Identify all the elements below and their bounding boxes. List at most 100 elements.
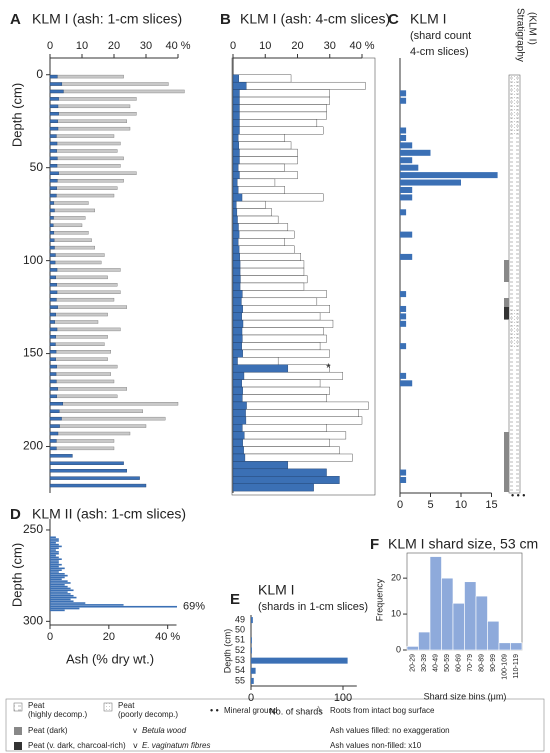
bar	[49, 283, 57, 287]
svg-text:• •: • •	[210, 705, 219, 715]
bar	[232, 186, 285, 194]
bar	[400, 97, 407, 104]
chart-title: (shard count	[410, 30, 471, 42]
bar	[232, 327, 243, 336]
bar	[232, 461, 289, 470]
bar	[49, 126, 131, 131]
bar	[49, 320, 55, 324]
bar	[49, 201, 89, 205]
y-axis-label: Depth (cm)	[222, 629, 232, 674]
bar	[510, 642, 523, 651]
bar	[49, 372, 111, 376]
bar	[49, 245, 55, 250]
bar	[49, 245, 95, 250]
bar	[400, 134, 407, 141]
bar	[49, 171, 59, 175]
bar	[49, 141, 121, 146]
bar	[49, 178, 58, 183]
bar	[232, 394, 327, 403]
bar	[49, 104, 131, 109]
bar	[418, 631, 431, 651]
bar	[232, 386, 243, 395]
y-tick-label: 0	[396, 644, 401, 654]
bar	[50, 549, 56, 551]
bar	[232, 260, 305, 269]
panel-letter: F	[370, 536, 379, 553]
chart-title: KLM I (ash: 4-cm slices)	[240, 11, 390, 27]
bar	[49, 156, 124, 161]
bar	[400, 231, 413, 238]
bar	[232, 74, 292, 83]
bar	[50, 554, 56, 557]
bar	[50, 585, 68, 588]
x-tick-label: 0	[47, 40, 53, 52]
x-tick-label: 80-89	[479, 654, 486, 672]
bar	[232, 89, 240, 98]
bar	[50, 571, 59, 573]
bar	[400, 313, 407, 320]
legend-text: Peat (v. dark, charcoal-rich)	[28, 741, 126, 750]
bar	[50, 604, 124, 606]
bar	[49, 327, 58, 332]
bar	[49, 416, 62, 421]
bar	[232, 171, 298, 180]
bar	[49, 126, 59, 131]
bar	[49, 431, 131, 436]
bar	[49, 297, 115, 302]
bar	[49, 97, 59, 101]
bar	[232, 290, 243, 298]
bar	[232, 297, 318, 306]
bar	[232, 96, 330, 105]
bar	[232, 230, 295, 239]
bar	[50, 569, 62, 571]
x-tick-label: 0	[397, 499, 403, 511]
bars	[50, 536, 177, 612]
bar	[49, 156, 58, 161]
legend-text: Peat (dark)	[28, 726, 68, 735]
legend-text: Ash values filled: no exaggeration	[330, 726, 450, 735]
bar	[49, 275, 108, 280]
bar	[251, 637, 252, 644]
bar	[232, 334, 243, 343]
chart-title: KLM I	[410, 11, 447, 27]
bar	[49, 82, 169, 86]
bar	[232, 148, 298, 157]
bar	[50, 556, 59, 559]
y-tick-label: 150	[23, 346, 43, 360]
bar	[49, 275, 56, 280]
bar	[49, 134, 57, 138]
bar	[232, 327, 324, 336]
bar	[232, 416, 363, 425]
bar	[232, 171, 240, 180]
x-tick-label: 30	[140, 40, 152, 52]
x-tick-label: 20	[108, 40, 120, 52]
bar	[232, 401, 369, 410]
y-tick-label: 100	[23, 253, 43, 267]
bar	[49, 357, 56, 361]
bar	[232, 386, 330, 395]
bar	[50, 565, 59, 568]
bar	[49, 350, 111, 354]
bar	[232, 148, 240, 157]
bar	[49, 327, 121, 332]
bar	[232, 74, 240, 83]
bar	[400, 343, 407, 350]
bar	[232, 89, 330, 98]
bar	[49, 208, 55, 213]
bar	[50, 573, 65, 575]
bar	[400, 209, 407, 216]
x-axis-label: Ash (% dry wt.)	[66, 651, 154, 666]
bar	[49, 290, 121, 294]
x-tick-label: 30-39	[421, 654, 428, 672]
x-axis-label: Shard size bins (μm)	[424, 691, 507, 701]
bar	[232, 253, 240, 261]
bar	[429, 556, 442, 651]
bar	[50, 560, 59, 562]
bar	[50, 547, 59, 550]
bar	[232, 319, 334, 328]
bar	[232, 141, 292, 150]
bar	[49, 260, 56, 265]
bar	[50, 578, 62, 581]
panel-letter: B	[220, 11, 231, 28]
